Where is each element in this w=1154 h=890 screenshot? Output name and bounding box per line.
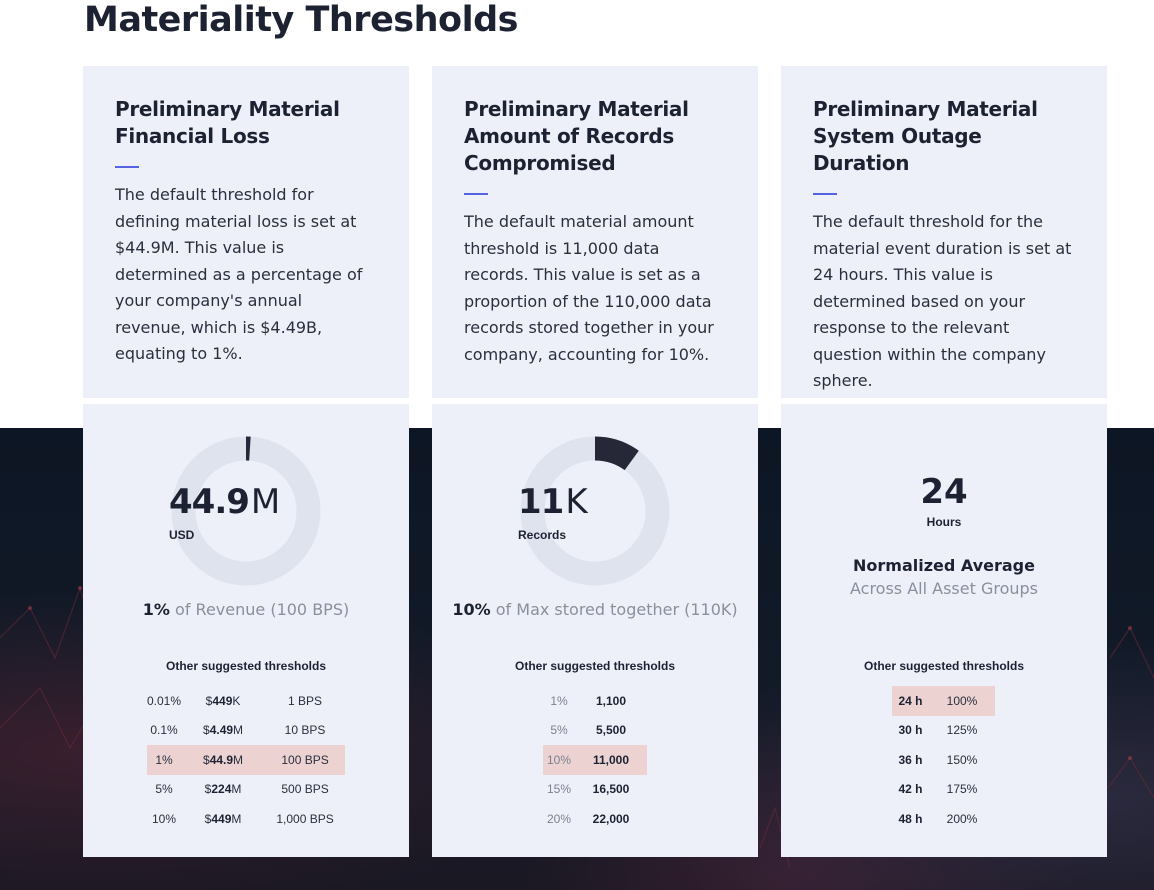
table-row[interactable]: 36 h 150% xyxy=(898,752,978,767)
revenue-gauge xyxy=(171,436,321,586)
outage-info-card: Preliminary Material System Outage Durat… xyxy=(781,66,1107,398)
card-heading: Preliminary Material System Outage Durat… xyxy=(813,97,1038,175)
records-gauge xyxy=(520,436,670,586)
gauge-track xyxy=(520,436,670,586)
table-row[interactable]: 10% $449M 1,000 BPS xyxy=(152,811,334,826)
card-description: The default threshold for defining mater… xyxy=(115,185,363,363)
financial-loss-info-card: Preliminary Material Financial Loss The … xyxy=(83,66,409,398)
records-info-card: Preliminary Material Amount of Records C… xyxy=(432,66,758,398)
table-row[interactable]: 0.1% $4.49M 10 BPS xyxy=(150,723,326,738)
percent-of-revenue: 1% of Revenue (100 BPS) xyxy=(142,600,350,619)
table-row[interactable]: 42 h 175% xyxy=(898,782,978,797)
records-thresholds-table: 1% 1,100 5% 5,500 10% 11,000 15% 16,500 20% 2… xyxy=(543,686,647,834)
table-row[interactable]: 15% 16,500 xyxy=(546,782,630,797)
accent-divider xyxy=(115,166,139,168)
table-row[interactable]: 30 h 125% xyxy=(898,723,978,738)
normalized-average-subtitle: Across All Asset Groups xyxy=(849,579,1039,598)
gauge-fill xyxy=(594,436,639,471)
table-row[interactable]: 1% 1,100 xyxy=(550,693,627,708)
normalized-average-title: Normalized Average xyxy=(853,556,1035,575)
table-row[interactable]: 0.01% $449K 1 BPS xyxy=(147,693,323,708)
records-metric-card: 11K Records 10% of Max stored together (… xyxy=(432,404,758,857)
card-description: The default material amount threshold is… xyxy=(464,212,714,364)
financial-loss-metric-card: 44.9M USD 1% of Revenue (100 BPS) Other … xyxy=(83,404,409,857)
page-title: Materiality Thresholds xyxy=(84,0,519,40)
table-row-selected[interactable]: 10% 11,000 xyxy=(543,745,647,775)
other-thresholds-title: Other suggested thresholds xyxy=(165,659,327,673)
card-heading: Preliminary Material Financial Loss xyxy=(115,97,340,148)
outage-thresholds-table: 24 h 100% 30 h 125% 36 h 150% 42 h 175% 48 h… xyxy=(892,686,995,834)
table-row[interactable]: 48 h 200% xyxy=(898,811,978,826)
table-row[interactable]: 20% 22,000 xyxy=(546,811,630,826)
metric-value: 24 xyxy=(920,472,968,512)
card-heading: Preliminary Material Amount of Records C… xyxy=(464,97,689,175)
accent-divider xyxy=(813,193,837,195)
accent-divider xyxy=(464,193,488,195)
table-row[interactable]: 5% 5,500 xyxy=(550,723,627,738)
other-thresholds-title: Other suggested thresholds xyxy=(514,659,676,673)
outage-metric-card: 24 Hours Normalized Average Across All A… xyxy=(781,404,1107,857)
percent-of-max-stored: 10% of Max stored together (110K) xyxy=(452,600,738,619)
gauge-track xyxy=(171,436,321,586)
card-description: The default threshold for the material e… xyxy=(813,212,1072,390)
other-thresholds-title: Other suggested thresholds xyxy=(863,659,1025,673)
financial-thresholds-table: 0.01% $449K 1 BPS 0.1% $4.49M 10 BPS 1% $44.9… xyxy=(147,686,346,834)
metric-unit-label: Hours xyxy=(926,515,962,529)
table-row-selected[interactable]: 24 h 100% xyxy=(892,686,995,716)
table-row[interactable]: 5% $224M 500 BPS xyxy=(155,782,329,797)
table-row-selected[interactable]: 1% $44.9M 100 BPS xyxy=(147,745,346,775)
